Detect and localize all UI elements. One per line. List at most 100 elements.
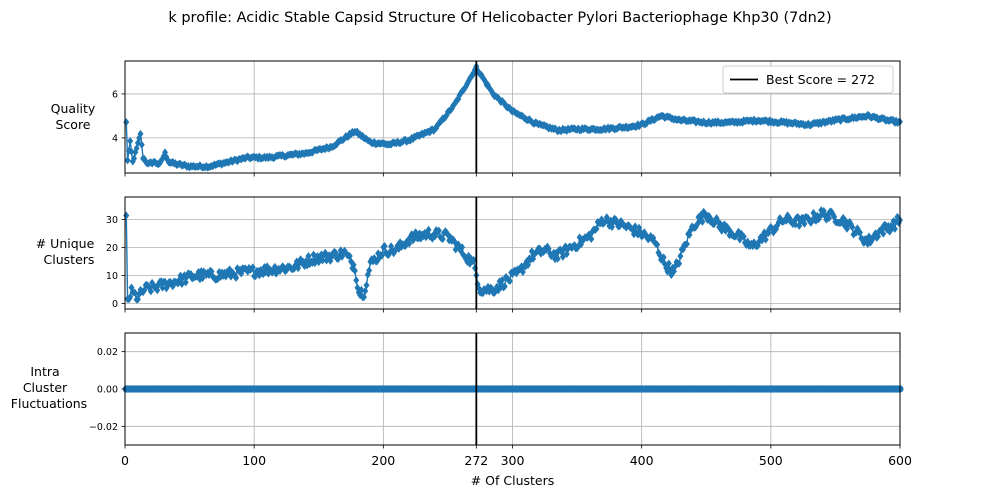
unique-clusters-point bbox=[249, 263, 256, 272]
quality-score-point bbox=[123, 118, 130, 127]
x-tick-label-400: 400 bbox=[630, 453, 654, 468]
unique-clusters-point bbox=[363, 281, 370, 290]
x-tick-label-0: 0 bbox=[121, 453, 129, 468]
unique-clusters-point bbox=[593, 224, 600, 233]
fluctuations-ylabel-line1: Intra bbox=[30, 364, 59, 379]
quality-score-ylabel-line2: Score bbox=[55, 117, 90, 132]
quality-score-point bbox=[131, 154, 138, 163]
unique-clusters-point bbox=[375, 249, 382, 258]
legend-frame bbox=[722, 65, 894, 94]
quality-score-ylabel-line1: Quality bbox=[51, 101, 96, 116]
intra-cluster-fluctuations-ytick-label-2: 0.02 bbox=[97, 347, 118, 358]
fluctuations-panel: Intra Cluster Fluctuations −0.02 0.00 0.02… bbox=[11, 332, 912, 468]
unique-clusters-ytick-label-1: 10 bbox=[106, 271, 118, 282]
unique-clusters-point bbox=[360, 293, 367, 302]
unique-clusters-point bbox=[501, 282, 508, 291]
unique-clusters-point bbox=[880, 229, 887, 238]
unique-clusters-point bbox=[305, 252, 312, 261]
unique-clusters-point bbox=[350, 260, 357, 269]
unique-clusters-point bbox=[660, 253, 667, 262]
fluctuations-ylabel-line2: Cluster bbox=[23, 380, 68, 395]
unique-clusters-point bbox=[519, 268, 526, 277]
intra-cluster-fluctuations-markers bbox=[122, 385, 904, 393]
x-tick-label-200: 200 bbox=[371, 453, 395, 468]
unique-clusters-point bbox=[676, 259, 683, 268]
unique-clusters-ylabel-line2: Clusters bbox=[44, 252, 95, 267]
x-tick-label-100: 100 bbox=[242, 453, 266, 468]
unique-clusters-point bbox=[470, 255, 477, 264]
unique-clusters-point bbox=[366, 266, 373, 275]
unique-clusters-point bbox=[127, 293, 134, 302]
quality-score-point bbox=[137, 129, 144, 138]
unique-clusters-point bbox=[554, 254, 561, 263]
unique-clusters-point bbox=[182, 278, 189, 287]
quality-score-point bbox=[128, 147, 135, 156]
unique-clusters-ylabel-line1: # Unique bbox=[36, 236, 95, 251]
quality-score-markers bbox=[123, 62, 903, 172]
unique-clusters-point bbox=[123, 211, 130, 220]
fluctuations-ylabel-line3: Fluctuations bbox=[11, 396, 87, 411]
unique-clusters-point bbox=[762, 235, 769, 244]
unique-clusters-point bbox=[353, 276, 360, 285]
unique-clusters-point bbox=[147, 287, 154, 296]
intra-cluster-fluctuations-series bbox=[122, 385, 904, 393]
unique-clusters-point bbox=[699, 217, 706, 226]
unique-clusters-point bbox=[499, 275, 506, 284]
unique-clusters-point bbox=[891, 224, 898, 233]
unique-clusters-point bbox=[154, 286, 161, 295]
unique-clusters-point bbox=[381, 242, 388, 251]
x-tick-label-600: 600 bbox=[888, 453, 912, 468]
quality-score-point bbox=[138, 140, 145, 149]
unique-clusters-ytick-label-3: 30 bbox=[106, 215, 118, 226]
unique-clusters-point bbox=[459, 243, 466, 252]
unique-clusters-point bbox=[406, 239, 413, 248]
unique-clusters-point bbox=[339, 252, 345, 261]
legend: Best Score = 272 bbox=[722, 65, 894, 94]
chart-title: k profile: Acidic Stable Capsid Structur… bbox=[168, 10, 831, 26]
unique-clusters-panel: # Unique Clusters 0 10 20 30 bbox=[36, 196, 903, 313]
unique-clusters-point bbox=[351, 266, 358, 275]
unique-clusters-point bbox=[559, 252, 566, 261]
unique-clusters-point bbox=[525, 261, 531, 270]
unique-clusters-ytick-label-0: 0 bbox=[112, 299, 118, 310]
unique-clusters-point bbox=[435, 226, 442, 235]
unique-clusters-point bbox=[439, 235, 446, 243]
unique-clusters-point bbox=[199, 274, 206, 283]
x-tick-label-272: 272 bbox=[464, 453, 488, 468]
unique-clusters-point bbox=[801, 219, 808, 228]
unique-clusters-point bbox=[665, 259, 672, 268]
intra-cluster-fluctuations-ytick-label-0: −0.02 bbox=[89, 422, 118, 433]
unique-clusters-grid bbox=[124, 197, 901, 309]
unique-clusters-point bbox=[825, 214, 832, 223]
unique-clusters-point bbox=[588, 234, 595, 243]
unique-clusters-markers bbox=[123, 206, 903, 304]
unique-clusters-point bbox=[332, 248, 339, 257]
unique-clusters-point bbox=[677, 252, 684, 261]
unique-clusters-point bbox=[233, 273, 240, 282]
quality-score-point bbox=[558, 126, 565, 135]
unique-clusters-point bbox=[425, 225, 432, 234]
unique-clusters-point bbox=[376, 253, 383, 262]
unique-clusters-point bbox=[654, 240, 661, 249]
quality-score-ytick-label-1: 6 bbox=[112, 89, 118, 100]
unique-clusters-point bbox=[683, 239, 690, 248]
legend-best-score-label: Best Score = 272 bbox=[766, 72, 875, 87]
quality-score-series bbox=[123, 62, 903, 172]
unique-clusters-point bbox=[327, 256, 334, 265]
unique-clusters-point bbox=[358, 285, 365, 294]
unique-clusters-point bbox=[506, 276, 513, 285]
unique-clusters-point bbox=[740, 232, 747, 241]
unique-clusters-point bbox=[849, 223, 856, 232]
quality-score-point bbox=[124, 156, 131, 165]
quality-score-ytick-label-0: 4 bbox=[112, 133, 118, 144]
unique-clusters-point bbox=[132, 289, 139, 298]
unique-clusters-ytick-label-2: 20 bbox=[106, 243, 118, 254]
unique-clusters-series bbox=[123, 206, 903, 304]
unique-clusters-point bbox=[362, 286, 369, 295]
unique-clusters-point bbox=[379, 251, 386, 260]
quality-score-panel: Quality Score 4 6 bbox=[51, 60, 903, 177]
intra-cluster-fluctuations-ytick-label-1: 0.00 bbox=[97, 385, 118, 396]
unique-clusters-point bbox=[856, 228, 863, 237]
